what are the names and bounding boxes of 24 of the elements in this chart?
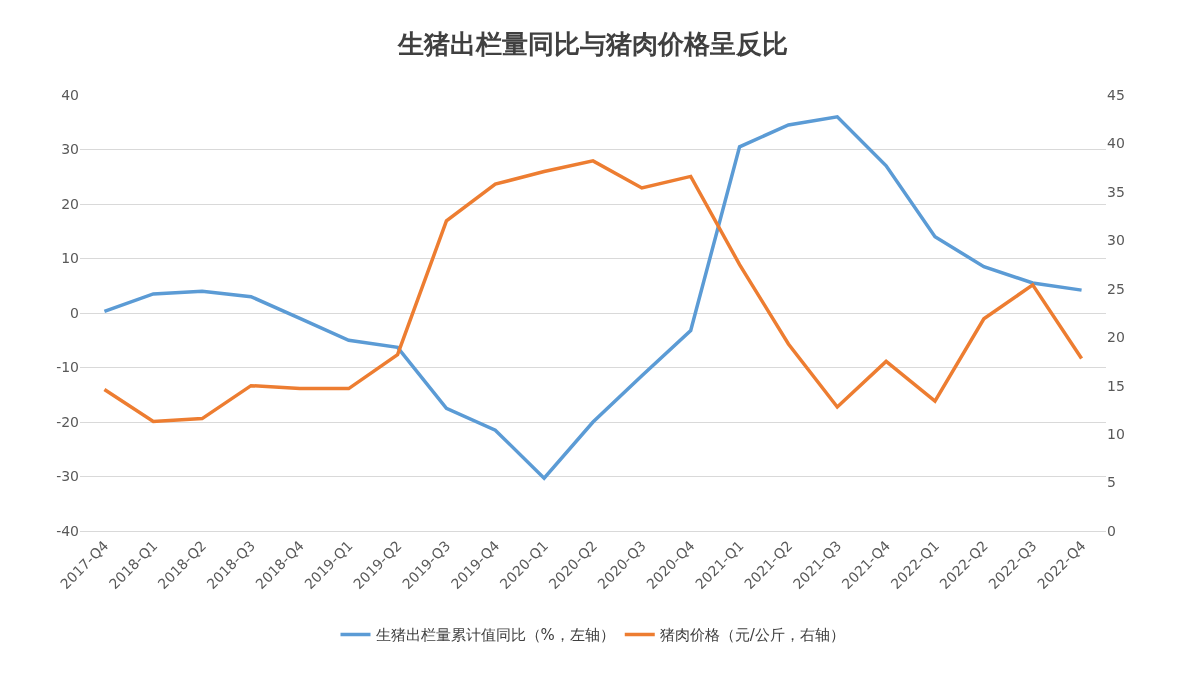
y2-tick-label: 45 <box>1107 86 1125 103</box>
y-tick-label: -10 <box>56 359 79 376</box>
y2-tick-label: 0 <box>1107 522 1116 539</box>
y2-tick-label: 10 <box>1107 426 1125 443</box>
y2-tick-label: 40 <box>1107 135 1125 152</box>
y-tick-label: -30 <box>56 468 79 485</box>
y2-tick-label: 30 <box>1107 232 1125 249</box>
legend-label: 生猪出栏量累计值同比（%，左轴） <box>375 626 615 645</box>
line-series <box>102 115 1084 480</box>
y-tick-label: 0 <box>70 304 79 321</box>
y-tick-label: -20 <box>56 413 79 430</box>
y2-tick-label: 15 <box>1107 377 1125 394</box>
y-tick-label: 10 <box>61 250 79 267</box>
chart-title: 生猪出栏量同比与猪肉价格呈反比 <box>397 28 788 59</box>
y-tick-label: 30 <box>61 141 79 158</box>
y-tick-label: 40 <box>61 86 79 103</box>
line-series <box>102 159 1084 424</box>
y-tick-label: 20 <box>61 195 79 212</box>
y2-tick-label: 5 <box>1107 474 1116 491</box>
y2-tick-label: 20 <box>1107 329 1125 346</box>
legend-label: 猪肉价格（元/公斤，右轴） <box>659 626 845 645</box>
y2-tick-label: 35 <box>1107 183 1125 200</box>
y2-tick-label: 25 <box>1107 280 1125 297</box>
y-tick-label: -40 <box>56 522 79 539</box>
